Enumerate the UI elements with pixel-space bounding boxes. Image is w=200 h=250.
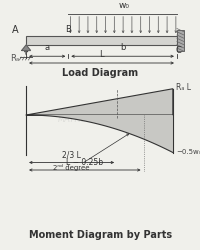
- Text: b: b: [119, 44, 125, 52]
- Polygon shape: [26, 115, 172, 152]
- Text: B: B: [65, 25, 71, 34]
- Text: Rₐ L: Rₐ L: [175, 84, 190, 92]
- Bar: [26, 36, 176, 45]
- Text: −0.5w₀b²: −0.5w₀b²: [175, 150, 200, 156]
- Polygon shape: [22, 45, 30, 51]
- Text: Load Diagram: Load Diagram: [62, 68, 138, 78]
- Text: Rₐ: Rₐ: [10, 54, 20, 63]
- Text: L: L: [99, 50, 103, 59]
- Text: 2ⁿᵈ degree: 2ⁿᵈ degree: [53, 164, 89, 171]
- Text: Moment Diagram by Parts: Moment Diagram by Parts: [29, 230, 171, 240]
- Text: MATHalino.com: MATHalino.com: [58, 116, 122, 124]
- Text: A: A: [12, 25, 18, 35]
- Text: w₀: w₀: [119, 1, 129, 10]
- Text: L − 0.25b: L − 0.25b: [66, 158, 103, 167]
- Bar: [176, 30, 183, 51]
- Text: 2/3 L: 2/3 L: [62, 150, 81, 159]
- Text: C: C: [175, 46, 181, 55]
- Polygon shape: [26, 89, 172, 115]
- Text: a: a: [44, 44, 50, 52]
